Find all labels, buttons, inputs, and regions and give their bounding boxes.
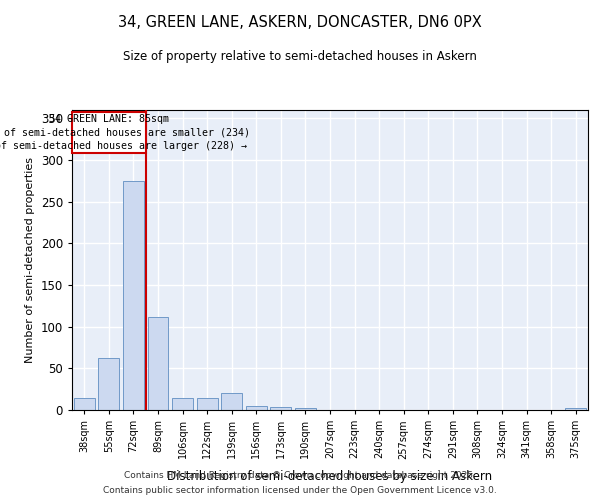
Bar: [74, 398, 95, 410]
Text: Size of property relative to semi-detached houses in Askern: Size of property relative to semi-detach…: [123, 50, 477, 63]
Bar: [123, 181, 144, 410]
Bar: [565, 408, 586, 410]
Bar: [295, 408, 316, 410]
Text: Contains HM Land Registry data © Crown copyright and database right 2025.: Contains HM Land Registry data © Crown c…: [124, 471, 476, 480]
Bar: [221, 394, 242, 410]
Bar: [148, 316, 169, 410]
Bar: [271, 406, 292, 410]
X-axis label: Distribution of semi-detached houses by size in Askern: Distribution of semi-detached houses by …: [167, 470, 493, 482]
Text: 34, GREEN LANE, ASKERN, DONCASTER, DN6 0PX: 34, GREEN LANE, ASKERN, DONCASTER, DN6 0…: [118, 15, 482, 30]
Text: Contains public sector information licensed under the Open Government Licence v3: Contains public sector information licen…: [103, 486, 497, 495]
Bar: [246, 406, 267, 410]
Text: 34 GREEN LANE: 85sqm
← 47% of semi-detached houses are smaller (234)
46% of semi: 34 GREEN LANE: 85sqm ← 47% of semi-detac…: [0, 114, 250, 150]
Bar: [98, 358, 119, 410]
Bar: [72, 112, 146, 154]
Bar: [197, 398, 218, 410]
Y-axis label: Number of semi-detached properties: Number of semi-detached properties: [25, 157, 35, 363]
Bar: [172, 398, 193, 410]
